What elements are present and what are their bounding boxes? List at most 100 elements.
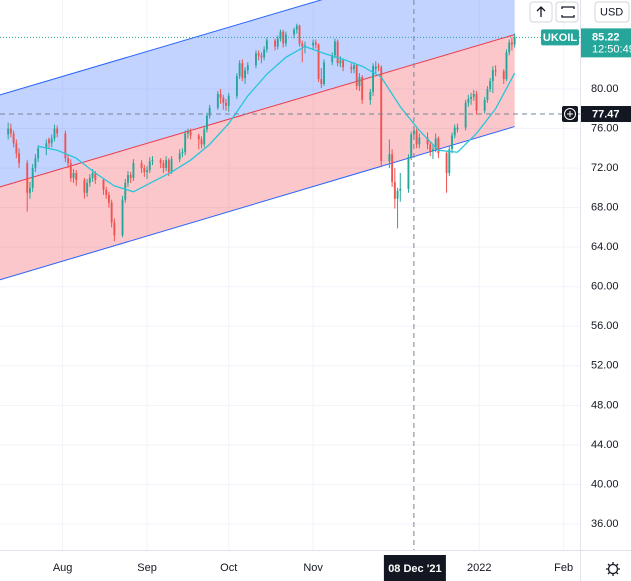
settings-button[interactable] bbox=[606, 562, 620, 576]
candle-body bbox=[437, 138, 440, 154]
x-tick-label: Sep bbox=[137, 562, 157, 574]
candle-body bbox=[491, 70, 494, 82]
candle-body bbox=[513, 37, 516, 45]
candle-body bbox=[276, 38, 279, 47]
add-alert-button[interactable] bbox=[562, 105, 578, 122]
candle-body bbox=[295, 25, 298, 30]
candle-body bbox=[350, 67, 353, 70]
candle-body bbox=[246, 65, 249, 71]
candle-body bbox=[407, 157, 410, 189]
candle-body bbox=[222, 97, 225, 103]
channel-lower-fill bbox=[0, 34, 515, 280]
up-arrow-icon bbox=[536, 6, 546, 17]
fit-button[interactable] bbox=[555, 1, 579, 23]
x-tick-label: 2022 bbox=[467, 562, 491, 574]
candle-body bbox=[127, 174, 129, 183]
candle-body bbox=[393, 181, 396, 199]
candle-body bbox=[121, 199, 124, 236]
candle-body bbox=[31, 168, 34, 188]
candle-body bbox=[301, 43, 304, 47]
candle-body bbox=[178, 153, 181, 160]
candle-body bbox=[86, 182, 89, 193]
currency-label: USD bbox=[600, 6, 623, 18]
candle-body bbox=[146, 170, 148, 173]
candle-body bbox=[189, 131, 192, 136]
candle-body bbox=[412, 130, 415, 135]
candle-body bbox=[15, 143, 18, 154]
candle-body bbox=[244, 70, 247, 79]
candle-body bbox=[323, 62, 325, 85]
candle-body bbox=[102, 179, 105, 190]
candle-body bbox=[456, 127, 459, 130]
candle-body bbox=[331, 55, 334, 63]
candle-body bbox=[265, 40, 268, 50]
crosshair-price-label: 77.47 bbox=[592, 108, 620, 120]
y-tick-label: 68.00 bbox=[591, 202, 619, 214]
crosshair-date-tag bbox=[383, 555, 446, 581]
y-tick-label: 40.00 bbox=[591, 478, 619, 490]
candle-body bbox=[140, 163, 143, 169]
y-tick-label: 64.00 bbox=[591, 241, 619, 253]
channel-middle-line bbox=[0, 34, 515, 188]
x-tick-label: Nov bbox=[303, 562, 323, 574]
candle-body bbox=[45, 143, 48, 149]
candle-body bbox=[64, 133, 67, 159]
currency-button[interactable] bbox=[594, 1, 630, 23]
candle-body bbox=[293, 29, 296, 35]
candle-body bbox=[369, 91, 372, 100]
candle-body bbox=[255, 53, 257, 66]
candle-body bbox=[508, 42, 511, 53]
y-tick-label: 72.00 bbox=[591, 162, 619, 174]
countdown-label: 12:50:49 bbox=[592, 43, 631, 55]
moving-average bbox=[37, 45, 516, 193]
candle-body bbox=[159, 160, 162, 164]
gear-teeth bbox=[606, 562, 620, 576]
candle-body bbox=[374, 66, 377, 70]
crosshair-price-tag bbox=[581, 105, 631, 122]
candle-body bbox=[467, 98, 470, 103]
candle-body bbox=[50, 138, 53, 144]
plus-icon bbox=[567, 110, 573, 117]
candle-body bbox=[124, 182, 127, 200]
plot-pane bbox=[0, 0, 580, 281]
candle-body bbox=[83, 179, 86, 193]
candle-body bbox=[225, 102, 227, 106]
candle-body bbox=[453, 127, 456, 136]
candle-body bbox=[167, 160, 170, 173]
candle-body bbox=[148, 161, 151, 171]
y-tick-label: 76.00 bbox=[591, 122, 619, 134]
symbol-label: UKOIL bbox=[543, 32, 578, 44]
y-tick-label: 60.00 bbox=[591, 281, 619, 293]
candle-body bbox=[132, 163, 135, 178]
candle-body bbox=[216, 93, 219, 108]
y-tick-label: 44.00 bbox=[591, 439, 619, 451]
plus-icon bbox=[564, 107, 576, 120]
axes: 36.00 40.00 44.00 48.00 52.00 56.00 60.00 64.00… bbox=[53, 83, 619, 574]
candle-body bbox=[181, 152, 184, 154]
candle-body bbox=[205, 115, 208, 130]
candle-body bbox=[263, 49, 266, 58]
candle-body bbox=[151, 160, 154, 162]
candle-body bbox=[434, 138, 437, 150]
candle-body bbox=[9, 128, 12, 134]
x-tick-label: Oct bbox=[220, 562, 237, 574]
crosshair-date-label: 08 Dec '21 bbox=[388, 563, 441, 575]
candle-body bbox=[200, 139, 203, 145]
candle-body bbox=[34, 158, 37, 169]
candle-body bbox=[282, 31, 285, 44]
candle-body bbox=[336, 41, 339, 64]
candle-body bbox=[197, 135, 200, 140]
candle-body bbox=[165, 160, 168, 169]
candle-body bbox=[29, 187, 31, 193]
candle-body bbox=[432, 149, 434, 152]
candle-body bbox=[279, 31, 282, 39]
candle-body bbox=[162, 163, 165, 169]
candle-body bbox=[37, 148, 40, 159]
candle-body bbox=[372, 66, 375, 92]
candle-body bbox=[113, 222, 116, 236]
x-tick-label: Aug bbox=[53, 562, 73, 574]
candle-body bbox=[284, 34, 287, 44]
candle-body bbox=[429, 144, 432, 152]
channel-upper-line bbox=[0, 0, 323, 96]
candle-body bbox=[489, 81, 492, 89]
